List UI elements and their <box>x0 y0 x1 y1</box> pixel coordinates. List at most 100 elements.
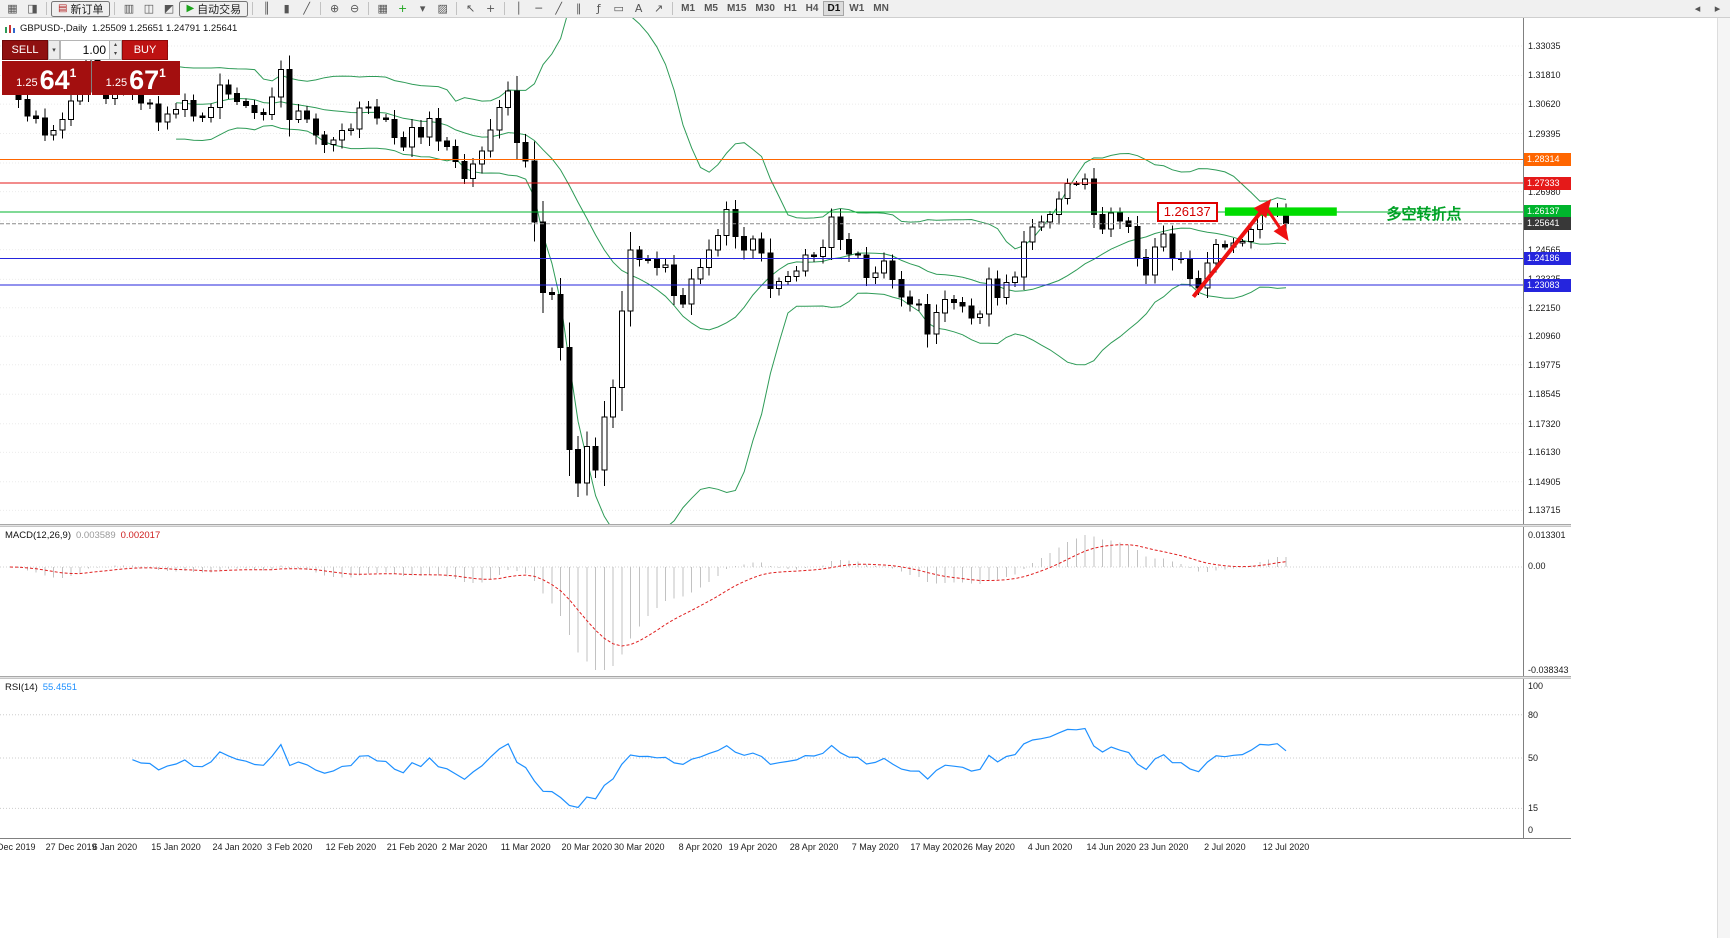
turning-point-note[interactable]: 多空转折点 <box>1386 205 1462 223</box>
timeframe-m5[interactable]: M5 <box>704 3 718 14</box>
toolbar-separator <box>368 2 370 15</box>
date-tick: 24 Jan 2020 <box>212 842 262 852</box>
scroll-left-icon[interactable]: ◂ <box>1694 2 1701 15</box>
line-chart-icon[interactable]: ╱ <box>303 2 310 15</box>
macd-indicator-label: MACD(12,26,9) 0.003589 0.002017 <box>5 530 161 541</box>
volume-input[interactable] <box>60 40 110 60</box>
price-annotation-label[interactable]: 1.26137 <box>1156 201 1218 222</box>
indicators-icon[interactable]: + <box>398 2 408 15</box>
fibonacci-icon[interactable]: ƒ <box>596 2 601 15</box>
date-tick: 27 Dec 2019 <box>45 842 97 852</box>
price-line-label: 1.26137 <box>1524 205 1571 219</box>
date-tick: 23 Jun 2020 <box>1138 842 1189 852</box>
new-order-button-icon: ▤ <box>58 3 68 14</box>
panel-splitter[interactable] <box>0 524 1571 527</box>
toolbar-separator <box>114 2 116 15</box>
volume-dropdown-icon[interactable]: ▾ <box>48 40 60 60</box>
macd-canvas[interactable] <box>0 527 1523 676</box>
timeframe-d1[interactable]: D1 <box>823 1 845 16</box>
bollinger-lower <box>176 124 1287 524</box>
date-tick: 30 Mar 2020 <box>613 842 665 852</box>
rsi-canvas[interactable] <box>0 679 1523 836</box>
candlestick-chart-icon[interactable]: ▮ <box>283 2 290 15</box>
price-tick: 1.17320 <box>1528 418 1561 429</box>
rsi-axis-label: 0 <box>1528 825 1534 835</box>
price-tick: 1.16130 <box>1528 447 1561 458</box>
zoom-out-icon[interactable]: ⊖ <box>350 2 360 15</box>
toolbar-separator <box>504 2 506 15</box>
text-label-icon[interactable]: A <box>634 2 643 15</box>
scroll-right-icon[interactable]: ▸ <box>1714 2 1721 15</box>
date-tick: 26 May 2020 <box>962 842 1015 852</box>
crosshair-icon[interactable]: + <box>486 2 496 15</box>
date-tick: 3 Feb 2020 <box>266 842 313 852</box>
buy-button[interactable]: BUY <box>122 40 168 60</box>
new-order-button[interactable]: ▤ 新订单 <box>51 0 111 17</box>
price-chart-canvas[interactable] <box>0 18 1523 524</box>
price-line-label: 1.28314 <box>1524 152 1571 166</box>
bar-chart-icon[interactable]: ║ <box>263 2 270 15</box>
spin-up-icon[interactable]: ▴ <box>110 41 121 50</box>
macd-axis-label: 0.00 <box>1528 561 1546 571</box>
volume-stepper[interactable]: ▴ ▾ <box>110 40 122 60</box>
date-tick: 4 Jun 2020 <box>1027 842 1073 852</box>
ohlc-values: 1.25509 1.25651 1.24791 1.25641 <box>92 23 238 34</box>
date-tick: 8 Apr 2020 <box>678 842 723 852</box>
arrow-objects-icon[interactable]: ↗ <box>654 2 664 15</box>
grid-lines <box>0 45 1523 511</box>
timeframe-mn[interactable]: MN <box>873 3 889 14</box>
rsi-indicator-label: RSI(14) 55.4551 <box>5 682 78 693</box>
date-tick: 21 Feb 2020 <box>386 842 438 852</box>
toolbar-separator <box>320 2 322 15</box>
auto-trading-button-label: 自动交易 <box>197 3 242 16</box>
data-window-icon[interactable]: ◫ <box>143 2 155 15</box>
candles <box>7 46 1289 498</box>
timeframe-h4[interactable]: H4 <box>805 3 819 14</box>
bid-price[interactable]: 1.25 64 1 <box>2 61 91 95</box>
date-tick: 11 Mar 2020 <box>500 842 551 852</box>
date-tick: 15 Jan 2020 <box>151 842 201 852</box>
tile-windows-icon[interactable]: ▦ <box>377 2 388 15</box>
toolbar-separator <box>456 2 458 15</box>
chart-icon <box>5 24 15 33</box>
cursor-icon[interactable]: ↖ <box>466 2 476 15</box>
support-zone-rectangle[interactable] <box>1224 207 1337 216</box>
price-line-label: 1.25641 <box>1524 217 1571 231</box>
rsi-level-lines <box>0 714 1523 809</box>
panel-splitter[interactable] <box>0 676 1571 679</box>
trend-arrows[interactable] <box>1191 199 1289 299</box>
price-line-label: 1.23083 <box>1524 278 1571 292</box>
vertical-line-icon[interactable]: │ <box>515 2 522 15</box>
timeframe-h1[interactable]: H1 <box>783 3 797 14</box>
templates-icon[interactable]: ▨ <box>437 2 448 15</box>
periods-icon[interactable]: ▾ <box>419 2 426 15</box>
timeframe-w1[interactable]: W1 <box>849 3 865 14</box>
price-scale[interactable]: 1.330351.318101.306201.293951.281701.269… <box>1523 18 1571 856</box>
zoom-in-icon[interactable]: ⊕ <box>330 2 340 15</box>
shapes-icon[interactable]: ▭ <box>613 2 624 15</box>
equidistant-channel-icon[interactable]: ∥ <box>575 2 582 15</box>
timeframe-m15[interactable]: M15 <box>726 3 747 14</box>
rsi-axis-label: 15 <box>1528 803 1539 814</box>
rsi-axis-label: 50 <box>1528 753 1539 763</box>
terminal-icon[interactable]: ◩ <box>163 2 175 15</box>
ask-price[interactable]: 1.25 67 1 <box>91 61 180 95</box>
horizontal-line-icon[interactable]: ─ <box>535 2 542 15</box>
chart-profiles-icon[interactable]: ◨ <box>27 2 38 15</box>
trendline-icon[interactable]: ╱ <box>555 2 562 15</box>
right-scrollbar[interactable] <box>1717 18 1730 938</box>
timeframe-m1[interactable]: M1 <box>681 3 696 14</box>
auto-trading-button[interactable]: ▶ 自动交易 <box>179 0 249 17</box>
rsi-axis-label: 80 <box>1528 709 1539 720</box>
date-tick: 15 Dec 2019 <box>0 842 36 852</box>
market-watch-icon[interactable]: ▥ <box>123 2 135 15</box>
price-tick: 1.31810 <box>1528 70 1561 81</box>
price-tick: 1.33035 <box>1528 41 1561 51</box>
spin-down-icon[interactable]: ▾ <box>110 50 121 59</box>
sell-button[interactable]: SELL <box>2 40 48 60</box>
horizontal-line-objects[interactable] <box>0 159 1523 286</box>
toolbar-separator <box>672 2 674 15</box>
new-chart-icon[interactable]: ▦ <box>7 2 18 15</box>
timeframe-m30[interactable]: M30 <box>755 3 775 14</box>
